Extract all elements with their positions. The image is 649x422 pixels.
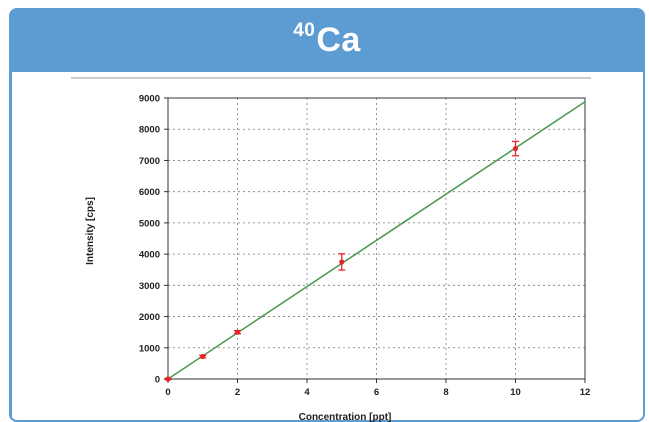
chart-area: 0 1000 2000 3000 4000 5000 6000 7000 8000 9000 0 2 4… [71,76,601,422]
data-point [338,253,346,271]
point-marker [200,353,206,360]
data-point [199,353,207,360]
y-tick-label: 9000 [139,94,160,105]
x-tick-label: 2 [235,387,240,398]
x-tick-label: 4 [304,387,310,398]
point-marker [339,259,345,265]
x-tick-label: 6 [374,387,379,398]
data-point [234,329,241,335]
y-tick-label: 7000 [139,156,160,167]
x-tick-label: 10 [510,387,521,398]
calibration-plot: 0 1000 2000 3000 4000 5000 6000 7000 8000 9000 0 2 4… [71,77,591,422]
x-tick-label: 0 [165,387,170,398]
data-points [164,140,519,382]
element-symbol: Ca [316,21,361,59]
data-point [164,376,172,382]
y-axis-label: Intensity [cps] [85,197,96,265]
chart-title: 40Ca [293,20,361,60]
card-left-rule [9,72,12,422]
axes [164,97,586,383]
point-marker [165,376,171,382]
point-marker [234,329,241,335]
card-header: 40Ca [9,8,645,72]
point-marker [512,145,519,152]
y-tick-label: 5000 [139,218,160,229]
y-tick-label: 3000 [139,281,160,292]
data-point [512,140,519,157]
y-tick-label: 1000 [139,343,160,354]
y-tick-label: 0 [155,375,160,386]
x-tick-label: 12 [580,387,591,398]
chart-card: 40Ca 0 1000 2000 3000 4000 5000 6000 7000 8000 90… [9,8,645,422]
y-tick-label: 2000 [139,312,160,323]
y-tick-label: 8000 [139,125,160,136]
isotope-mass-number: 40 [293,20,316,41]
x-axis-label: Concentration [ppt] [299,412,392,422]
x-tick-label: 8 [443,387,448,398]
y-tick-label: 4000 [139,250,160,261]
tick-labels: 0 1000 2000 3000 4000 5000 6000 7000 8000 9000 0 2 4… [139,94,590,399]
y-tick-label: 6000 [139,187,160,198]
